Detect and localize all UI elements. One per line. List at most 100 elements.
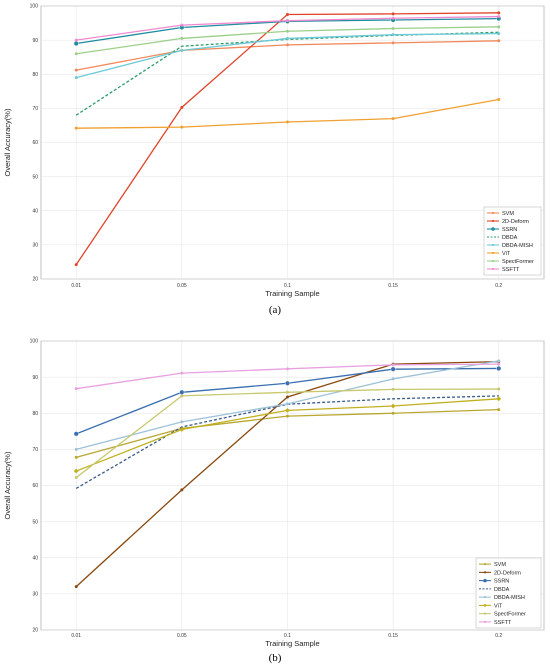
data-point (497, 387, 501, 391)
legend-entry-label: SSRN (494, 579, 509, 585)
y-tick-label: 80 (32, 411, 38, 417)
legend-marker (491, 219, 495, 223)
y-tick-label: 70 (32, 106, 38, 112)
y-axis-label: Overall Accuracy(%) (3, 451, 12, 519)
legend-box (483, 206, 542, 276)
y-tick-label: 20 (32, 277, 38, 283)
data-point (391, 12, 395, 16)
x-tick-label: 0.05 (177, 283, 187, 289)
y-tick-label: 30 (32, 592, 38, 598)
data-point (180, 125, 184, 129)
data-point (285, 43, 289, 47)
data-point (497, 408, 501, 412)
data-point (497, 39, 501, 43)
legend-entry-label: SpectFormer (494, 612, 526, 618)
x-tick-label: 0.1 (284, 283, 291, 289)
legend-marker (483, 620, 487, 623)
data-point (74, 126, 78, 130)
figure-caption: (b) (269, 652, 282, 664)
data-point (180, 36, 184, 40)
x-tick-label: 0.2 (495, 283, 502, 289)
data-point (284, 380, 290, 386)
data-point (73, 431, 79, 437)
data-point (73, 41, 79, 47)
data-point (497, 15, 501, 19)
data-point (74, 476, 78, 480)
legend-marker (491, 267, 495, 271)
data-point (497, 359, 501, 363)
data-point (180, 23, 184, 27)
legend-marker (491, 243, 495, 247)
data-point (285, 414, 289, 418)
data-point (497, 98, 501, 102)
legend-entry-label: DBDA-MISH (502, 243, 533, 249)
data-point (180, 394, 184, 398)
data-point (74, 585, 78, 589)
figure-caption: (a) (269, 304, 282, 316)
y-tick-label: 80 (32, 72, 38, 78)
data-point (179, 389, 185, 395)
series-dbda-mish (74, 32, 501, 80)
data-point (391, 117, 395, 121)
x-tick-label: 0.05 (177, 633, 187, 639)
legend-entry-label: SpectFormer (502, 259, 534, 265)
data-point (391, 27, 395, 31)
legend-entry-label: SSFTT (494, 620, 512, 626)
y-tick-label: 90 (32, 375, 38, 381)
data-point (74, 76, 78, 80)
data-point (285, 407, 290, 413)
series-spectformer (74, 387, 501, 480)
data-point (179, 427, 185, 432)
y-tick-label: 40 (32, 208, 38, 214)
y-tick-label: 100 (30, 4, 39, 10)
data-point (74, 52, 78, 56)
x-tick-label: 0.2 (495, 633, 502, 639)
data-point (74, 447, 78, 451)
x-axis-label: Training Sample (265, 289, 319, 298)
legend-entry-label: SVM (502, 211, 514, 217)
y-tick-label: 50 (32, 174, 38, 180)
legend-marker (483, 596, 487, 599)
y-tick-label: 60 (32, 483, 38, 489)
series-ssrn (73, 365, 502, 437)
series-2d-deform (74, 11, 501, 267)
chart-1: 20 30 40 50 60 70 80 90 100 0.01 0.05 0.1 0.15 0.2 Tra… (3, 4, 545, 316)
legend-box (475, 557, 542, 629)
series-vit (73, 396, 502, 474)
y-tick-label: 60 (32, 140, 38, 146)
data-point (180, 105, 184, 109)
x-axis-label: Training Sample (265, 639, 319, 648)
data-point (496, 396, 502, 402)
data-point (391, 33, 395, 37)
legend-marker (491, 211, 495, 215)
data-point (391, 41, 395, 45)
data-point (285, 29, 289, 33)
series-svm (74, 408, 501, 459)
data-point (285, 120, 289, 124)
y-tick-label: 30 (32, 243, 38, 249)
legend-marker (483, 563, 487, 566)
data-point (285, 367, 289, 371)
legend-marker (483, 603, 487, 608)
x-tick-label: 0.01 (71, 633, 81, 639)
data-point (74, 455, 78, 459)
x-tick-label: 0.15 (388, 283, 398, 289)
data-point (497, 32, 501, 36)
legend-marker (491, 259, 495, 263)
y-tick-label: 70 (32, 447, 38, 453)
data-point (74, 38, 78, 42)
data-point (285, 402, 289, 406)
legend-entry-label: ViT (494, 603, 503, 609)
legend-entry-label: 2D-Deform (494, 570, 521, 576)
legend-entry-label: 2D-Deform (502, 219, 529, 225)
data-point (390, 403, 396, 409)
legend: SVM 2D-Deform SSRN DBDA DBDA-MISH ViT SpectFor… (483, 206, 542, 276)
legend-entry-label: SSRN (502, 227, 517, 233)
y-tick-label: 20 (32, 628, 38, 634)
legend-entry-label: SSFTT (502, 267, 520, 273)
legend-entry-label: ViT (502, 251, 511, 257)
y-tick-label: 40 (32, 555, 38, 561)
x-tick-label: 0.01 (71, 283, 81, 289)
legend-entry-label: DBDA-MISH (494, 595, 525, 601)
